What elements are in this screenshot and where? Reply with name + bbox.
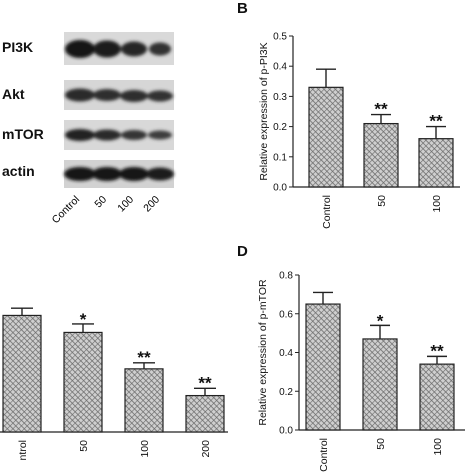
- y-tick-label: 0.1: [273, 152, 287, 163]
- y-tick-label: 0.0: [273, 183, 287, 194]
- y-axis-label: Relative expression of p-PI3K: [258, 42, 270, 180]
- x-tick-label: 50: [78, 440, 90, 452]
- x-tick-label: Control: [321, 195, 333, 229]
- band-actin-50: [92, 167, 122, 181]
- y-tick-label: 0.5: [273, 32, 287, 43]
- bar-100: [419, 363, 455, 431]
- bar-100: [124, 368, 164, 433]
- y-tick-label: 0.3: [273, 92, 287, 103]
- band-mtor-100: [121, 130, 147, 140]
- band-mtor-200: [148, 130, 172, 140]
- blot-label-akt: Akt: [2, 86, 25, 102]
- significance-label: *: [377, 311, 384, 330]
- band-akt-control: [65, 88, 95, 102]
- significance-label: **: [430, 341, 444, 360]
- bar-50: [363, 122, 399, 188]
- y-axis-label: Relative expression of p-mTOR: [257, 279, 269, 426]
- bar-100: [418, 138, 454, 188]
- bar-50: [63, 331, 103, 433]
- x-tick-label: 100: [432, 438, 444, 456]
- band-akt-100: [120, 90, 148, 102]
- band-pi3k-50: [93, 40, 121, 58]
- band-actin-200: [146, 167, 174, 181]
- y-tick-label: 0.6: [279, 309, 293, 320]
- western-blot-image: Control 50 100 200: [50, 32, 174, 226]
- x-tick-label: 50: [376, 195, 388, 207]
- bar-Control: [308, 86, 344, 188]
- x-tick-label: 200: [200, 440, 212, 458]
- band-actin-control: [64, 167, 96, 181]
- x-tick-label: 50: [375, 438, 387, 450]
- bar-Control: [305, 303, 341, 431]
- blot-label-mtor: mTOR: [2, 126, 44, 142]
- bar-50: [362, 338, 398, 431]
- significance-label: **: [198, 373, 212, 392]
- panel-letter-b: B: [237, 0, 248, 17]
- panel-letter-d: D: [237, 243, 248, 260]
- blot-label-pi3k: PI3K: [2, 39, 34, 55]
- x-tick-label: Control: [318, 438, 330, 472]
- significance-label: **: [429, 112, 443, 131]
- bar-200: [185, 394, 225, 433]
- blot-label-actin: actin: [2, 163, 35, 179]
- y-tick-label: 0.2: [273, 122, 287, 133]
- band-akt-50: [93, 89, 121, 101]
- y-tick-label: 0.4: [279, 348, 293, 359]
- band-akt-200: [147, 90, 173, 102]
- y-tick-label: 0.4: [273, 62, 287, 73]
- significance-label: **: [374, 100, 388, 119]
- bar-ntrol: [2, 314, 42, 433]
- y-tick-label: 0.8: [279, 271, 293, 282]
- y-tick-label: 0.2: [279, 387, 293, 398]
- y-tick-label: 0.0: [279, 426, 293, 437]
- band-mtor-50: [93, 129, 121, 141]
- x-tick-label: ntrol: [17, 440, 29, 460]
- band-pi3k-control: [65, 40, 95, 58]
- significance-label: **: [137, 348, 151, 367]
- band-pi3k-200: [149, 42, 171, 56]
- band-actin-100: [119, 167, 149, 181]
- significance-label: *: [80, 310, 87, 329]
- x-tick-label: 100: [139, 440, 151, 458]
- x-tick-label: 100: [431, 195, 443, 213]
- band-pi3k-100: [121, 41, 147, 57]
- band-mtor-control: [65, 129, 95, 141]
